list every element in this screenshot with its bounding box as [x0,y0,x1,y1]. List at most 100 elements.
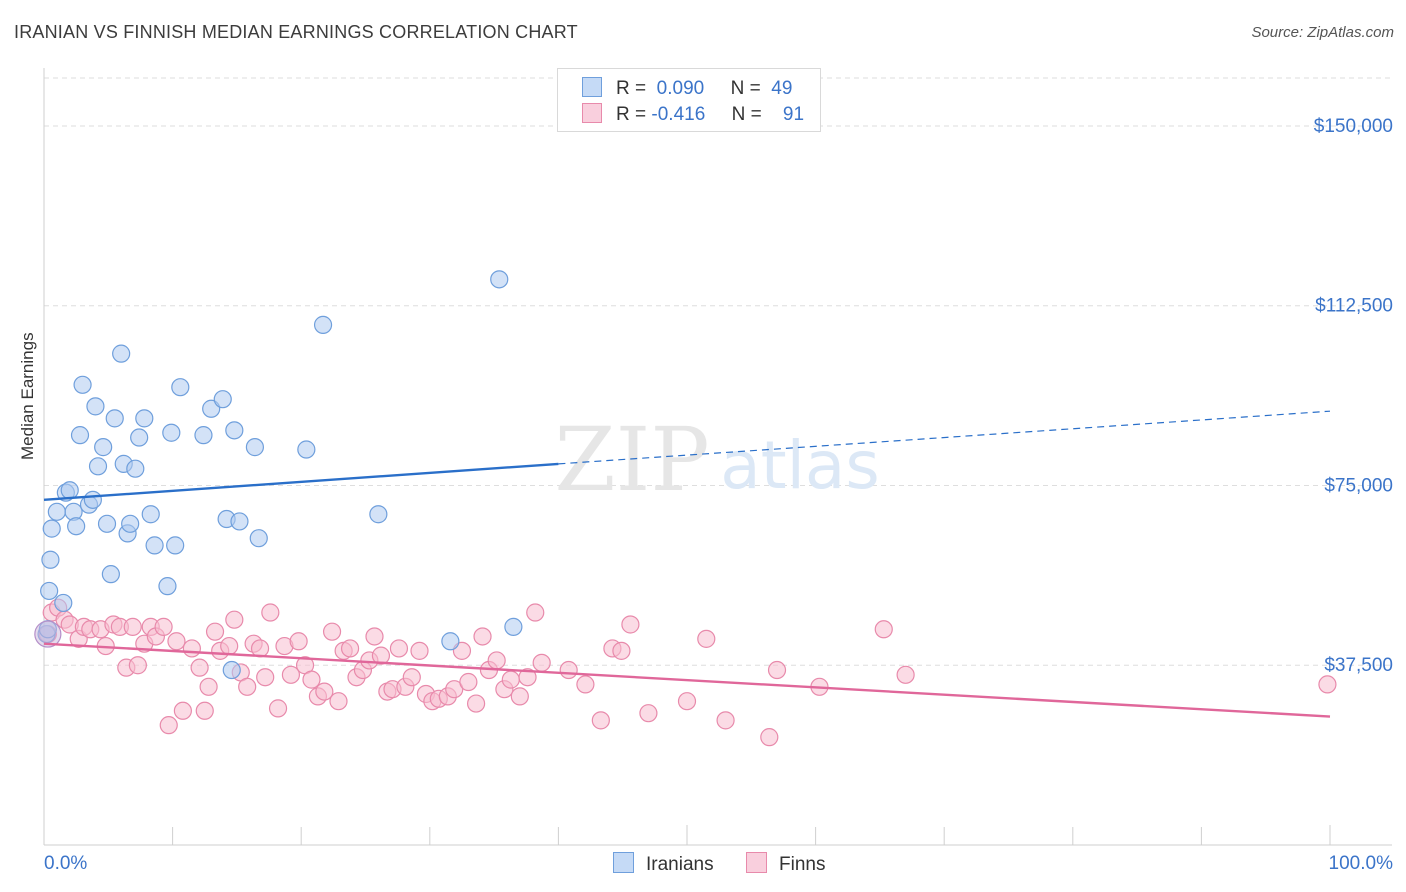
iranian-point [40,581,59,601]
finns-point [487,651,506,670]
finns-point [159,716,178,735]
iranian-point [121,514,140,533]
finns-point [612,641,631,660]
finns-point [256,668,275,687]
finns-point [182,639,201,658]
watermark: ZIP atlas [554,408,879,511]
finns-point [510,687,529,706]
iranian-point [86,397,105,416]
y-tick-label: $150,000 [1314,116,1393,137]
iranian-point [88,457,108,476]
x-tick-label: 100.0% [1329,853,1394,874]
finns-point [225,610,244,629]
iranian-point [112,344,131,363]
legend-finns[interactable]: Finns [746,852,825,876]
finns-point [128,656,147,675]
iranian-point [101,565,120,584]
iranian-point [94,438,113,457]
finns-point [190,658,209,677]
iranian-point [166,536,185,555]
iranian-point [245,438,265,457]
finns-point [639,704,658,723]
finns-point [261,603,280,622]
iranian-point [249,529,268,548]
finns-point [322,622,342,641]
iranian-point [97,514,117,533]
finns-point [302,670,321,689]
finns-point [501,670,520,689]
iranian-point [135,409,154,428]
finns-point [389,639,409,658]
legend-iranians[interactable]: Iranians [613,852,714,876]
y-tick-label: $37,500 [1324,655,1393,676]
iranian-point [158,577,177,596]
finns-point [896,665,915,684]
finns-swatch [582,103,602,123]
iranian-point [130,428,149,447]
axes [43,68,1392,846]
chart-title: IRANIAN VS FINNISH MEDIAN EARNINGS CORRE… [14,22,578,42]
iranian-point [213,390,232,409]
finns-point [220,636,239,656]
finns-point [621,615,640,634]
legend-n-label: N = [730,78,761,99]
source-label: Source: ZipAtlas.com [1251,24,1394,41]
iranian-point [171,378,190,397]
finns-point [238,677,257,696]
finns-point [195,701,214,720]
iranians-swatch [613,852,634,873]
finns-point [445,680,464,699]
y-tick-label: $75,000 [1324,475,1393,496]
overlap-point [34,620,62,648]
finns-point [874,620,893,639]
finns-point [760,728,779,747]
legend-r-value: -0.416 [651,104,706,125]
iranian-point [145,536,164,555]
legend-row-iranians: R = 0.090 N = 49 [582,77,792,101]
finns-point [559,660,578,680]
iranian-point [41,550,60,569]
finns-point [173,701,192,720]
finns-point [205,622,225,641]
finns-point [329,692,348,711]
finns-point [526,603,545,622]
finns-point [315,682,334,701]
finns-point [767,660,787,680]
finns-point [697,629,716,648]
iranian-point [504,617,523,636]
watermark-atlas: atlas [720,427,880,504]
legend-r-label: R = [616,78,647,99]
iranian-point [54,593,73,613]
finns-point [410,641,429,660]
iranian-point [83,490,102,509]
legend-r-value: 0.090 [656,78,705,99]
finns-point [459,672,478,692]
iranian-point [162,423,181,442]
iranians-trend-solid [43,462,559,502]
finns-point [123,617,142,636]
finns-point [268,699,288,718]
finns-point [167,632,186,651]
iranian-point [369,505,388,524]
iranian-point [225,421,244,440]
legend-n-value: 49 [771,78,793,99]
legend-n-label: N = [731,104,762,125]
iranian-point [70,426,90,445]
iranian-point [60,481,79,500]
iranian-point [194,426,213,445]
finns-point [199,677,218,696]
x-tick-label: 0.0% [44,853,87,874]
finns-point [340,639,360,658]
finns-swatch [746,852,767,873]
finns-point [576,675,595,694]
finns-point [532,653,551,672]
iranian-point [230,512,249,531]
grid-lines [44,77,1392,666]
finns-point [1318,675,1337,694]
trend-lines [43,410,1331,718]
iranian-point [73,375,92,394]
finns-point [466,694,486,713]
y-tick-label: $112,500 [1315,296,1393,317]
finns-point [289,632,308,651]
